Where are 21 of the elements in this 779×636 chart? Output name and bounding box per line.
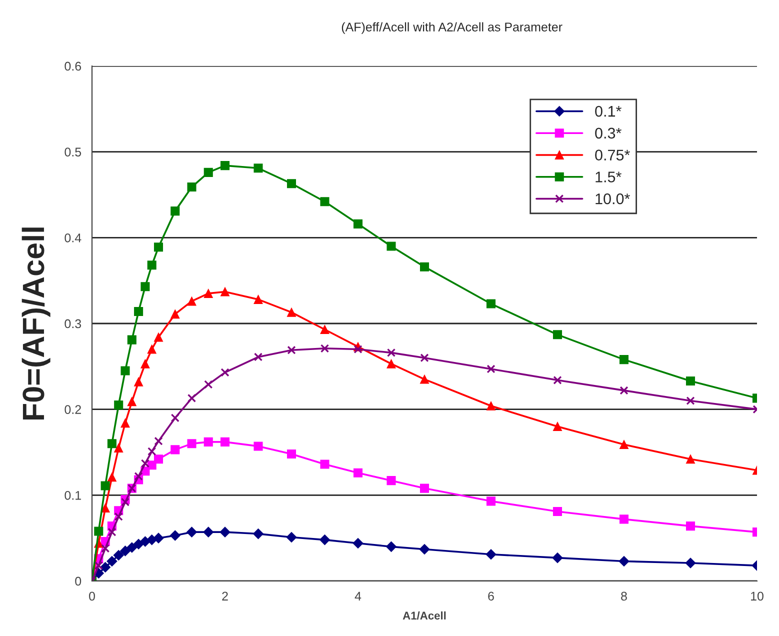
x-tick-label: 6 — [488, 592, 494, 601]
y-tick-label: 0.2 — [64, 405, 81, 414]
x-tick-label: 4 — [354, 592, 362, 600]
legend-label: 0.75* — [595, 150, 630, 160]
x-tick-label: 2 — [222, 592, 228, 600]
x-tick-label: 8 — [621, 592, 627, 601]
y-tick-label: 0.3 — [64, 319, 82, 328]
y-tick-label: 0 — [75, 576, 82, 586]
legend-label: 10.0* — [596, 193, 630, 204]
legend-label: 0.3* — [595, 128, 622, 139]
y-tick-label: 0.4 — [64, 233, 82, 242]
y-tick-label: 0.1 — [64, 490, 81, 500]
x-tick-label: 0 — [89, 592, 95, 601]
x-tick-label: 10 — [751, 592, 764, 601]
y-tick-label: 0.5 — [64, 148, 82, 156]
legend-label: 0.1* — [595, 106, 622, 117]
legend-label: 1.5* — [596, 172, 622, 182]
y-tick-label: 0.6 — [64, 62, 82, 71]
x-axis-title: A1/Acell — [402, 611, 446, 620]
y-axis-title: F0=(AF)/Acell — [22, 228, 50, 420]
chart-title: (AF)eff/Acell with A2/Acell as Parameter — [342, 22, 562, 34]
